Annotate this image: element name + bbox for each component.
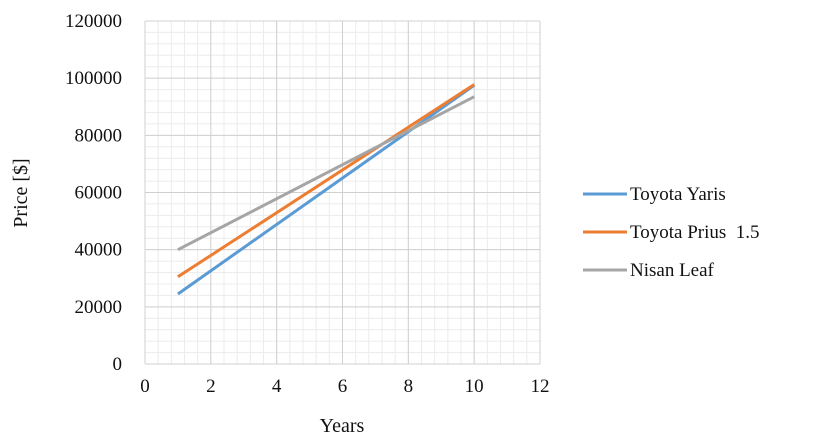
series-line	[177, 83, 476, 279]
x-tick-label: 4	[272, 376, 282, 397]
legend-label: Toyota Yaris	[630, 184, 726, 205]
legend-label: Nisan Leaf	[630, 260, 715, 281]
y-tick-label: 60000	[75, 183, 123, 204]
x-tick-label: 2	[206, 376, 216, 397]
legend-label: Toyota Prius 1.5	[630, 222, 760, 243]
x-axis-title: Years	[320, 415, 365, 436]
series-lines	[177, 83, 476, 296]
series-line	[177, 84, 476, 296]
series-line	[177, 95, 475, 252]
y-tick-labels: 0 20000 40000 60000 80000 100000 120000	[65, 11, 122, 375]
y-tick-label: 80000	[75, 125, 123, 146]
y-tick-label: 120000	[65, 11, 122, 32]
legend: Toyota Yaris Toyota Prius 1.5 Nisan Leaf	[583, 184, 760, 281]
x-tick-label: 8	[404, 376, 414, 397]
x-tick-label: 0	[140, 376, 150, 397]
x-tick-label: 12	[531, 376, 550, 397]
y-axis-title: Price [$]	[10, 158, 32, 227]
y-tick-label: 0	[113, 354, 123, 375]
y-tick-label: 20000	[75, 297, 123, 318]
y-tick-label: 40000	[75, 240, 123, 261]
major-gridlines	[144, 20, 541, 365]
x-tick-label: 10	[465, 376, 484, 397]
x-tick-labels: 0 2 4 6 8 10 12	[140, 376, 549, 397]
y-tick-label: 100000	[65, 68, 122, 89]
x-tick-label: 6	[338, 376, 348, 397]
